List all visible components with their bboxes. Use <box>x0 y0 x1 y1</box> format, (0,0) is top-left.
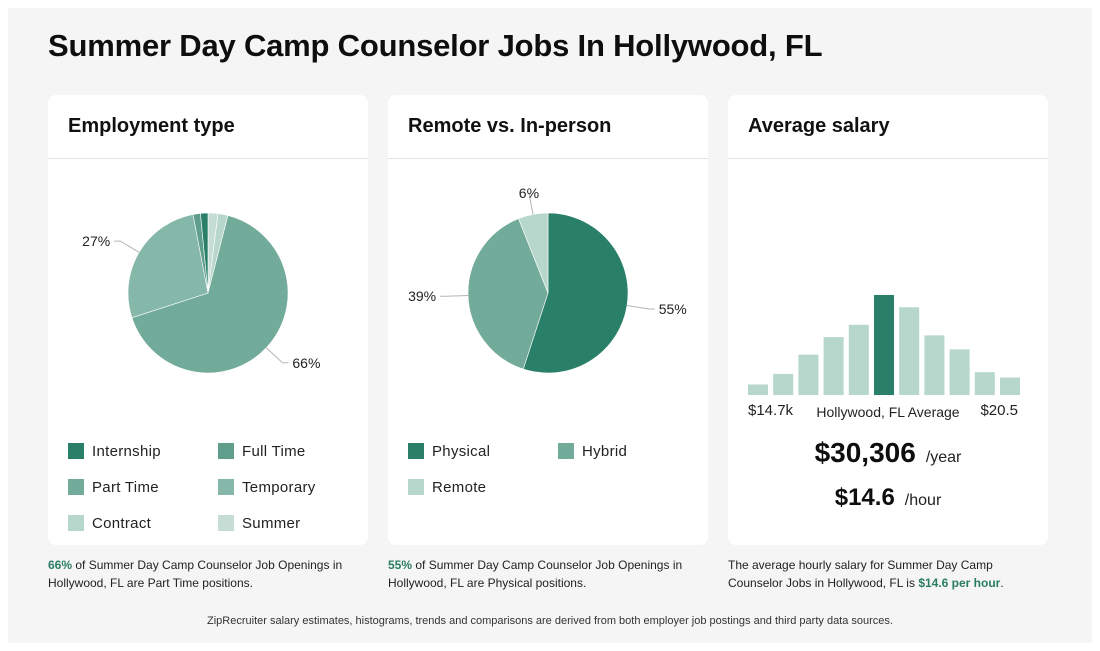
histogram-bar-average <box>874 295 894 395</box>
histogram-bar <box>848 324 869 395</box>
bottom-disclaimer: ZipRecruiter salary estimates, histogram… <box>207 615 893 627</box>
histogram-bar <box>949 349 970 395</box>
legend-label: Physical <box>432 442 491 460</box>
footnote-highlight: 66% <box>48 558 73 572</box>
employment-type-footnote: 66% of Summer Day Camp Counselor Job Ope… <box>48 556 358 592</box>
pie-data-label: 66% <box>292 355 320 371</box>
pie-slice-internship <box>200 212 209 294</box>
employment-type-pie-chart: 66% 27% <box>82 212 320 374</box>
legend-swatch <box>218 443 234 459</box>
legend-swatch <box>558 443 574 459</box>
legend-swatch <box>218 515 234 531</box>
legend-item-physical: Physical <box>408 441 490 461</box>
card-divider <box>388 158 708 159</box>
legend-item-temporary: Temporary <box>218 477 316 497</box>
average-salary-card: Average salary $14.7k Hollywood, FL Aver… <box>728 95 1048 545</box>
pie-leader-line <box>528 192 534 215</box>
footnote-suffix: . <box>1000 576 1004 590</box>
histogram-min-label: $14.7k <box>748 402 794 419</box>
pie-data-label: 27% <box>82 233 110 249</box>
histogram-bar <box>748 384 768 395</box>
histogram-bar <box>823 337 844 395</box>
remote-vs-in-person-pie-chart: 55% 39% 6% <box>408 185 687 374</box>
footnote-text: The average hourly salary for Summer Day… <box>728 558 993 590</box>
legend-label: Internship <box>92 442 161 460</box>
legend-label: Temporary <box>242 478 316 496</box>
pie-data-label: 39% <box>408 288 436 304</box>
legend-item-part-time: Part Time <box>68 477 159 497</box>
pie-data-label: 55% <box>659 301 687 317</box>
page-title: Summer Day Camp Counselor Jobs In Hollyw… <box>48 28 823 63</box>
employment-type-card: Employment type 66% 27% Internship Full T… <box>48 95 368 545</box>
salary-histogram <box>748 295 1020 395</box>
pie-slice-part-time <box>131 215 289 374</box>
footnote-text: of Summer Day Camp Counselor Job Opening… <box>388 558 683 590</box>
histogram-bar <box>798 354 819 395</box>
legend-item-internship: Internship <box>68 441 161 461</box>
remote-vs-in-person-title: Remote vs. In-person <box>408 115 612 137</box>
legend-item-full-time: Full Time <box>218 441 306 461</box>
remote-vs-in-person-card: Remote vs. In-person 55% 39% 6% Physical H… <box>388 95 708 545</box>
histogram-bar <box>924 335 945 395</box>
pie-leader-line <box>626 305 655 310</box>
legend-swatch <box>68 479 84 495</box>
average-salary-title: Average salary <box>748 115 890 137</box>
legend-label: Full Time <box>242 442 306 460</box>
hourly-salary-unit: /hour <box>904 492 942 509</box>
legend-item-hybrid: Hybrid <box>558 441 627 461</box>
histogram-center-label: Hollywood, FL Average <box>816 404 960 420</box>
pie-data-label: 6% <box>519 185 539 201</box>
hourly-salary-value: $14.6 <box>834 484 895 511</box>
legend-item-remote: Remote <box>408 477 486 497</box>
pie-slice-temporary <box>127 214 209 319</box>
footnote-text: of Summer Day Camp Counselor Job Opening… <box>48 558 343 590</box>
histogram-bar <box>773 373 794 395</box>
histogram-bar <box>899 307 920 395</box>
legend-swatch <box>218 479 234 495</box>
legend-label: Summer <box>242 514 301 532</box>
legend-swatch <box>68 515 84 531</box>
legend-label: Remote <box>432 478 487 496</box>
pie-slice-remote <box>518 212 549 294</box>
legend-label: Part Time <box>92 478 159 496</box>
employment-type-title: Employment type <box>68 115 235 137</box>
pie-slice-hybrid <box>467 218 549 370</box>
yearly-salary: $30,306/year <box>728 437 1048 469</box>
yearly-salary-unit: /year <box>925 449 962 466</box>
card-divider <box>728 158 1048 159</box>
legend-label: Hybrid <box>582 442 628 460</box>
legend-swatch <box>408 443 424 459</box>
remote-footnote: 55% of Summer Day Camp Counselor Job Ope… <box>388 556 698 592</box>
footnote-highlight: 55% <box>388 558 413 572</box>
legend-item-contract: Contract <box>68 513 151 533</box>
histogram-bar <box>974 372 995 395</box>
footnote-highlight: $14.6 per hour <box>918 576 1001 590</box>
legend-label: Contract <box>92 514 152 532</box>
report-frame: Summer Day Camp Counselor Jobs In Hollyw… <box>8 8 1092 643</box>
pie-leader-line <box>114 240 140 253</box>
card-divider <box>48 158 368 159</box>
pie-leader-line <box>265 347 289 364</box>
hourly-salary: $14.6/hour <box>728 484 1048 512</box>
yearly-salary-value: $30,306 <box>814 437 916 468</box>
pie-leader-line <box>440 295 469 297</box>
histogram-bar <box>1000 377 1020 395</box>
histogram-max-label: $20.5 <box>980 402 1018 419</box>
salary-footnote: The average hourly salary for Summer Day… <box>728 556 1038 592</box>
legend-swatch <box>68 443 84 459</box>
legend-swatch <box>408 479 424 495</box>
legend-item-summer: Summer <box>218 513 300 533</box>
